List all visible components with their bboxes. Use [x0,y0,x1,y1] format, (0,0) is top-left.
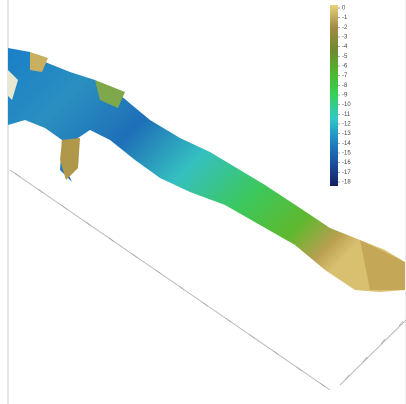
colorbar-tick-label: -13 [342,131,351,137]
colorbar-tick-label: -3 [342,35,348,41]
background [0,0,406,404]
colorbar-tick-label: -17 [342,170,351,176]
colorbar-tick-label: -6 [342,64,348,70]
colorbar-tick-label: -12 [342,122,351,128]
colorbar-tick-label: -11 [342,112,351,118]
colorbar-tick-label: -14 [342,141,351,147]
colorbar-tick-label: -10 [342,102,351,108]
colorbar-tick-label: -4 [342,44,348,50]
colorbar-tick-label: -15 [342,151,351,157]
colorbar-tick-label: -1 [342,15,348,21]
colorbar [330,5,338,186]
colorbar-tick-label: -7 [342,73,348,79]
chart: 0-1-2-3-4-5-6-7-8-9-10-11-12-13-14-15-16… [0,0,406,404]
colorbar-tick-label: -2 [342,25,348,31]
colorbar-tick-label: -5 [342,54,348,60]
page: 0-1-2-3-4-5-6-7-8-9-10-11-12-13-14-15-16… [0,0,406,404]
colorbar-tick-label: -16 [342,160,351,166]
colorbar-tick-label: -8 [342,83,348,89]
colorbar-tick-label: -18 [342,180,351,186]
colorbar-tick-label: -9 [342,93,348,99]
